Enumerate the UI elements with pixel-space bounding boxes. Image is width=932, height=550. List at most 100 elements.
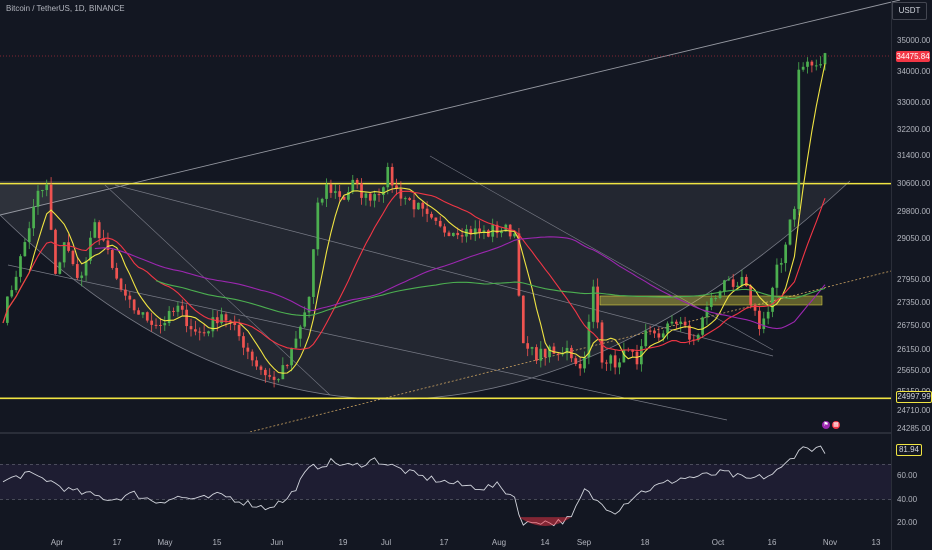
candle: [460, 235, 464, 237]
candle: [71, 250, 75, 265]
candle: [591, 286, 595, 322]
moving-average-line: [2, 190, 826, 352]
candle: [674, 321, 678, 324]
price-axis-label: 24710.00: [897, 405, 931, 415]
candle: [443, 226, 446, 233]
candle: [779, 263, 783, 265]
candle: [154, 324, 158, 326]
candle: [102, 238, 105, 241]
candle: [583, 357, 586, 369]
candle: [159, 324, 162, 326]
price-axis-label: 27950.00: [897, 274, 931, 284]
candle: [679, 321, 683, 324]
candle: [513, 233, 516, 237]
candle: [600, 322, 604, 363]
currency-selector[interactable]: USDT: [892, 2, 927, 20]
price-axis-label: 35000.00: [897, 36, 931, 45]
time-axis-label: 15: [212, 538, 222, 547]
candle: [54, 229, 57, 274]
current-price-tag: 34475.84: [896, 51, 930, 62]
candle: [535, 347, 538, 361]
candle: [753, 304, 757, 311]
candle: [714, 297, 718, 299]
candle: [403, 198, 407, 200]
candle: [347, 191, 350, 200]
candle: [316, 202, 320, 250]
candle: [342, 196, 346, 200]
calendar-icon[interactable]: ▦: [832, 421, 840, 429]
candle: [631, 350, 634, 352]
candle: [255, 360, 258, 367]
candle: [277, 379, 280, 381]
candle: [696, 334, 700, 341]
time-axis-label: Sep: [576, 538, 592, 547]
candle: [106, 240, 110, 251]
candle: [333, 191, 337, 193]
candle: [325, 184, 328, 199]
candle: [539, 348, 543, 361]
flag-icon[interactable]: ⚑: [822, 421, 830, 429]
candle: [526, 343, 530, 349]
time-axis-label: Oct: [711, 538, 725, 547]
candle: [40, 190, 44, 192]
candle: [605, 362, 608, 364]
candle: [574, 358, 578, 364]
candle: [32, 206, 35, 229]
candle: [351, 179, 355, 192]
candle: [110, 250, 114, 268]
price-axis-label: 26750.00: [897, 321, 931, 331]
price-scale-border: [891, 0, 892, 550]
pane-separator[interactable]: [0, 432, 891, 434]
time-axis-label: May: [157, 538, 173, 547]
candle: [565, 347, 569, 354]
candle: [36, 190, 40, 207]
candle: [368, 193, 372, 201]
price-axis-label: 27350.00: [897, 297, 931, 307]
candle: [329, 184, 333, 193]
candle: [421, 202, 425, 209]
candle: [373, 194, 377, 201]
candle: [220, 314, 223, 324]
price-axis-label: 30600.00: [897, 178, 931, 188]
candle: [132, 299, 136, 311]
candle: [657, 333, 661, 338]
candle: [237, 324, 241, 337]
candle: [355, 179, 359, 184]
candle: [141, 312, 145, 315]
candle: [259, 366, 263, 370]
candle: [10, 290, 14, 297]
candle: [456, 232, 460, 236]
candle: [701, 317, 704, 335]
candle: [775, 264, 779, 288]
price-axis-label: 24285.00: [897, 424, 931, 433]
candle: [793, 208, 796, 220]
candle: [771, 287, 774, 312]
rsi-value-tag: 81.94: [896, 444, 922, 456]
candle: [233, 322, 237, 325]
channel-line-inner-2: [429, 155, 774, 351]
candle: [281, 365, 285, 380]
rsi-axis-label: 40.00: [897, 494, 918, 504]
candle: [486, 230, 490, 237]
candle: [552, 346, 556, 354]
time-axis-label: 16: [767, 538, 777, 547]
price-axis-label: 29050.00: [897, 233, 931, 243]
candle: [412, 199, 416, 210]
candle: [207, 331, 210, 334]
time-axis-label: Jun: [270, 538, 284, 547]
candle: [124, 289, 127, 296]
candle: [84, 260, 88, 276]
candle: [653, 330, 656, 334]
candle: [709, 298, 713, 307]
candle: [495, 224, 499, 234]
moving-average-line: [94, 236, 826, 330]
candle: [14, 276, 18, 291]
candle: [224, 314, 228, 321]
candle: [731, 279, 735, 287]
candle: [618, 362, 621, 368]
candle: [648, 330, 652, 332]
candle: [478, 228, 481, 233]
candle: [198, 331, 202, 333]
